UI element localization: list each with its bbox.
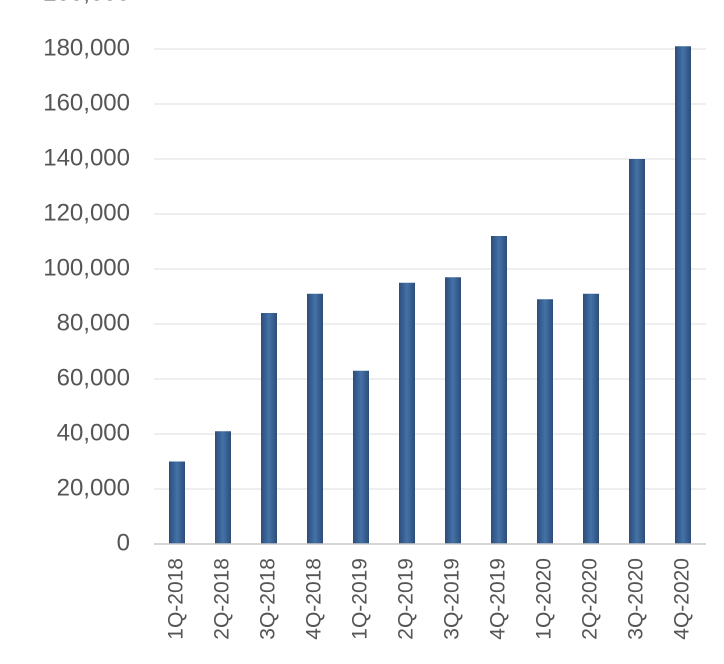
bar (399, 282, 415, 544)
bar (491, 236, 507, 544)
bar (169, 461, 185, 544)
y-tick-label: 80,000 (57, 309, 130, 336)
x-tick-label: 1Q-2018 (165, 558, 188, 640)
bar (445, 277, 461, 544)
bar (629, 159, 645, 544)
y-tick-label: 60,000 (57, 364, 130, 391)
y-tick-label: 0 (117, 529, 130, 556)
y-tick-label: 200,000 (43, 0, 130, 6)
x-tick-label: 2Q-2018 (211, 558, 234, 640)
x-tick-label: 1Q-2020 (533, 558, 556, 640)
x-tick-label: 4Q-2019 (487, 558, 510, 640)
x-tick-label: 4Q-2020 (671, 558, 694, 640)
x-tick-label: 3Q-2020 (625, 558, 648, 640)
y-tick-label: 160,000 (43, 89, 130, 116)
x-tick-label: 2Q-2020 (579, 558, 602, 640)
bar (675, 46, 691, 544)
x-tick-label: 3Q-2019 (441, 558, 464, 640)
bar (537, 299, 553, 544)
y-tick-label: 140,000 (43, 144, 130, 171)
bar (215, 431, 231, 544)
x-tick-label: 4Q-2018 (303, 558, 326, 640)
y-tick-label: 40,000 (57, 419, 130, 446)
y-tick-label: 120,000 (43, 199, 130, 226)
bar (261, 313, 277, 544)
y-tick-label: 20,000 (57, 474, 130, 501)
y-tick-label: 100,000 (43, 254, 130, 281)
x-tick-label: 3Q-2018 (257, 558, 280, 640)
bar (353, 370, 369, 544)
x-tick-label: 2Q-2019 (395, 558, 418, 640)
y-tick-label: 180,000 (43, 34, 130, 61)
bar (583, 293, 599, 544)
x-tick-label: 1Q-2019 (349, 558, 372, 640)
bar (307, 293, 323, 544)
